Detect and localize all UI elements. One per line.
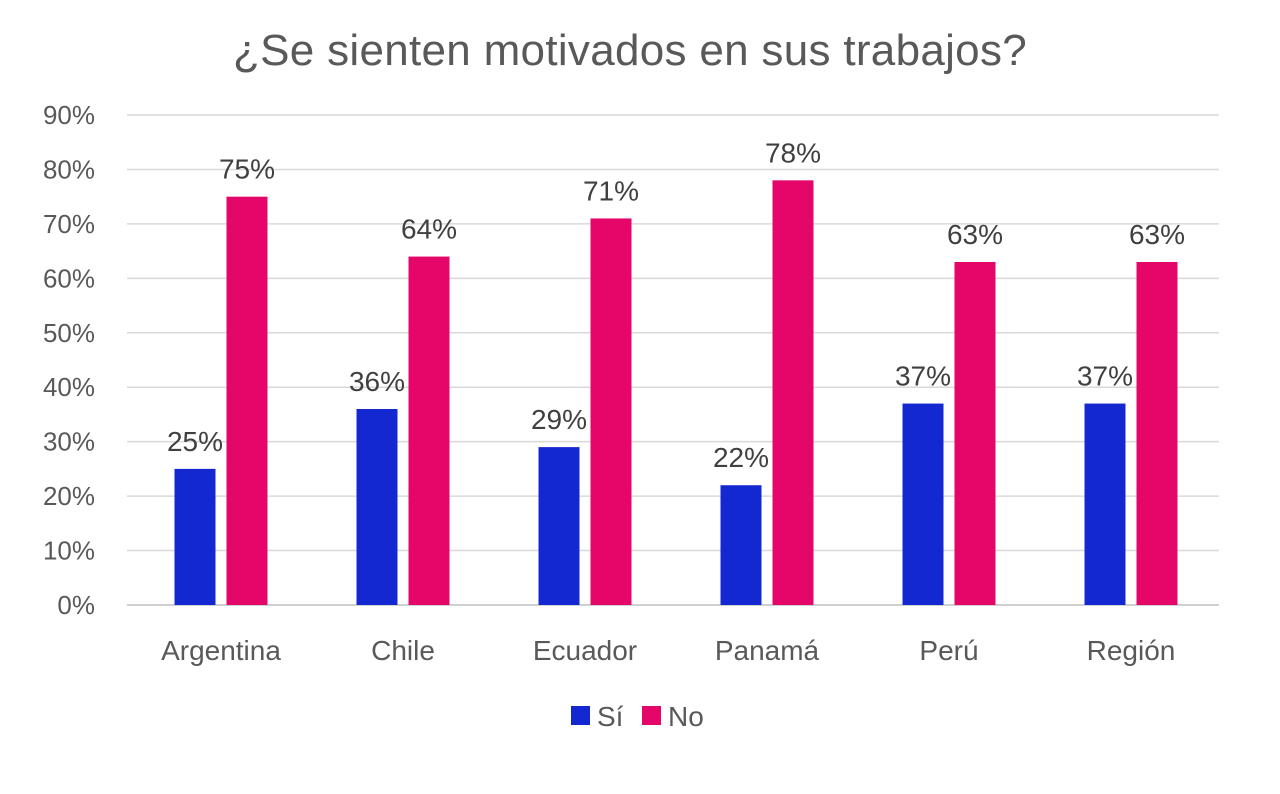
y-tick-label: 50% [43,318,95,348]
x-category-label: Ecuador [533,635,637,666]
data-label: 22% [713,442,769,473]
data-label: 36% [349,366,405,397]
bar-no [772,180,814,606]
chart-title: ¿Se sienten motivados en sus trabajos? [232,26,1028,75]
data-label: 71% [583,175,639,206]
y-tick-label: 20% [43,481,95,511]
bar-si [356,409,398,605]
legend-label: Sí [597,701,624,732]
y-tick-label: 10% [43,536,95,566]
x-category-label: Panamá [715,635,820,666]
y-tick-label: 90% [43,100,95,130]
bar-no [408,256,450,605]
x-category-label: Perú [919,635,978,666]
bar-si [720,485,762,605]
data-label: 37% [1077,361,1133,392]
bar-si [174,468,216,605]
y-tick-label: 0% [57,590,95,620]
x-category-label: Argentina [161,635,281,666]
bar-si [538,447,580,605]
data-label: 63% [947,219,1003,250]
data-label: 78% [765,137,821,168]
y-tick-label: 80% [43,154,95,184]
data-label: 63% [1129,219,1185,250]
y-tick-label: 60% [43,263,95,293]
data-label: 37% [895,361,951,392]
x-category-label: Región [1087,635,1176,666]
bar-no [590,218,632,605]
legend-swatch [571,706,590,725]
data-label: 75% [219,154,275,185]
bar-no [954,262,996,605]
bar-si [902,403,944,605]
bar-no [226,196,268,605]
bar-si [1084,403,1126,605]
legend-swatch [642,706,661,725]
x-category-label: Chile [371,635,435,666]
bar-no [1136,262,1178,605]
y-tick-label: 30% [43,427,95,457]
y-tick-label: 70% [43,209,95,239]
data-label: 64% [401,214,457,245]
legend-label: No [668,701,704,732]
data-label: 29% [531,404,587,435]
y-tick-label: 40% [43,372,95,402]
data-label: 25% [167,426,223,457]
